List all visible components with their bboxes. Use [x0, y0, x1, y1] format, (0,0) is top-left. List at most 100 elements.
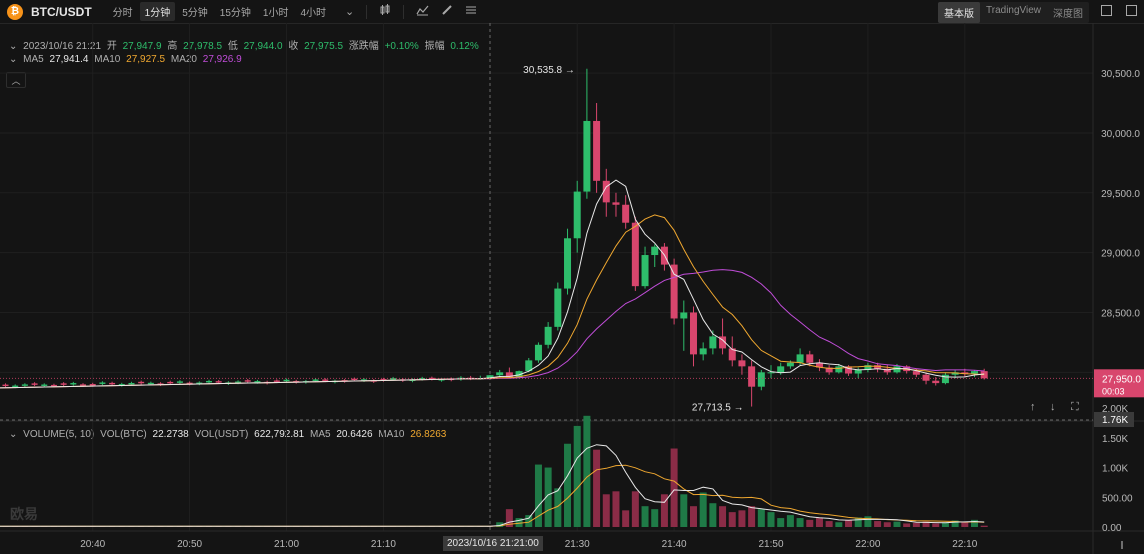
candle — [438, 379, 445, 381]
candle — [864, 365, 872, 370]
candle — [128, 382, 135, 385]
volume-bar — [815, 518, 823, 527]
candle — [544, 326, 552, 345]
volume-bar — [544, 467, 552, 527]
volume-bar — [777, 518, 785, 527]
candle — [573, 191, 581, 239]
volume-bar — [689, 506, 697, 527]
volume-bar — [573, 425, 581, 527]
candle — [60, 383, 67, 385]
volume-bar — [767, 512, 775, 527]
tab-interval-5m[interactable]: 5分钟 — [182, 8, 208, 19]
chevron-down-icon[interactable]: ⌄ — [9, 54, 18, 65]
low-value: 27,944.0 — [243, 41, 283, 52]
ma5-value: 27,941.4 — [49, 54, 89, 65]
candle — [534, 344, 542, 361]
volume-bar — [641, 506, 649, 527]
volume-bar — [825, 521, 833, 527]
candle — [961, 372, 969, 374]
pane-maximize-icon[interactable]: ⛶ — [1071, 401, 1079, 413]
candle — [12, 385, 19, 388]
time-tick-label: 20:50 — [177, 539, 202, 550]
candle — [244, 380, 251, 382]
chevron-down-icon[interactable]: ⌄ — [345, 6, 355, 18]
candle — [505, 372, 513, 378]
chevron-down-icon[interactable]: ⌄ — [9, 429, 18, 440]
tab-basic-view[interactable]: 基本版 — [938, 2, 980, 23]
window-icon[interactable] — [1101, 5, 1112, 16]
vol-ma5-label: MA5 — [310, 429, 331, 440]
fullscreen-icon[interactable] — [1126, 5, 1137, 16]
volume-tick-label: 0.00 — [1102, 523, 1122, 534]
tab-interval-1m[interactable]: 1分钟 — [139, 2, 176, 21]
candle — [312, 379, 319, 381]
interval-tabs: 分时 1分钟 5分钟 15分钟 1小时 4小时 — [108, 2, 333, 21]
candle — [815, 362, 823, 368]
volume-tick-label: 500.00 — [1102, 493, 1133, 504]
candle — [622, 204, 630, 223]
volume-bar — [564, 443, 572, 527]
volume-bar — [757, 509, 765, 527]
settings-list-icon[interactable] — [465, 4, 477, 19]
time-tick-label: 21:40 — [662, 539, 687, 550]
price-chart[interactable]: 28,000.028,500.029,000.029,500.030,000.0… — [0, 23, 1144, 554]
open-label: 开 — [106, 41, 117, 52]
legend-time: 2023/10/16 21:21 — [23, 41, 102, 52]
volume-bar — [748, 506, 756, 527]
indicators-icon[interactable] — [416, 4, 429, 19]
volume-bar — [961, 521, 969, 527]
candle — [641, 255, 649, 287]
candle — [709, 336, 717, 349]
collapse-legend-button[interactable]: ︿ — [6, 72, 26, 88]
volume-bar — [699, 492, 707, 527]
price-tick-label: 30,000.0 — [1101, 129, 1140, 140]
tab-interval-1h[interactable]: 1小时 — [262, 8, 289, 19]
volume-bar — [932, 523, 940, 527]
candle — [167, 381, 174, 384]
chevron-down-icon[interactable]: ⌄ — [9, 41, 18, 52]
volume-bar — [874, 521, 882, 527]
high-value: 27,978.5 — [183, 41, 223, 52]
candle — [215, 381, 222, 383]
candle-type-icon[interactable] — [379, 4, 391, 19]
amplitude-label: 振幅 — [424, 41, 445, 52]
candle — [428, 377, 435, 380]
pane-down-icon[interactable]: ↓ — [1050, 401, 1056, 413]
tab-tradingview[interactable]: TradingView — [986, 5, 1042, 16]
tab-interval-15m[interactable]: 15分钟 — [219, 8, 251, 19]
volume-bar — [786, 515, 794, 527]
toolbar-divider — [366, 4, 368, 19]
tab-interval-4h[interactable]: 4小时 — [300, 8, 327, 19]
min-price-annotation: 27,713.5 → — [692, 403, 744, 414]
candle — [845, 366, 853, 374]
tab-interval-line[interactable]: 分时 — [112, 8, 133, 19]
vol-ma5-value: 20.6426 — [336, 429, 373, 440]
candle — [767, 372, 775, 374]
candle — [835, 366, 843, 373]
view-switcher: 基本版 TradingView 深度图 — [938, 2, 1090, 23]
volume-bar — [515, 518, 523, 527]
symbol-title[interactable]: BTC/USDT — [31, 4, 92, 19]
close-label: 收 — [288, 41, 299, 52]
ma10-line — [0, 214, 985, 389]
candle — [874, 365, 882, 369]
close-value: 27,975.5 — [304, 41, 344, 52]
candle — [99, 382, 106, 384]
candle — [176, 381, 183, 383]
candle — [186, 382, 193, 385]
pane-up-icon[interactable]: ↑ — [1030, 401, 1036, 413]
volume-bar — [980, 525, 988, 527]
change-value: +0.10% — [384, 41, 419, 52]
time-tick-label: 20:40 — [80, 539, 105, 550]
candle — [893, 366, 901, 373]
candle — [2, 384, 9, 387]
okx-watermark: 欧易 — [10, 506, 38, 522]
candle — [602, 180, 610, 203]
grid — [0, 23, 1093, 531]
draw-pencil-icon[interactable] — [441, 4, 453, 19]
volume-bar — [651, 509, 659, 527]
candle — [941, 374, 949, 384]
amplitude-value: 0.12% — [450, 41, 479, 52]
tab-depth-chart[interactable]: 深度图 — [1053, 9, 1084, 20]
candle — [515, 371, 523, 378]
